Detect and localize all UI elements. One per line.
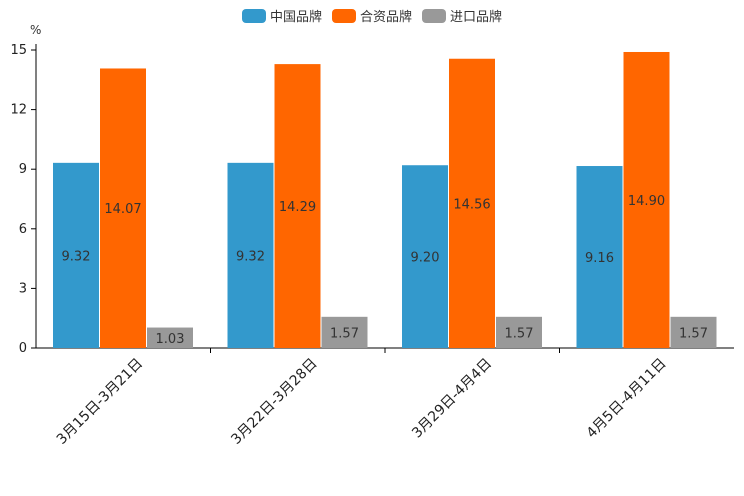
- bar: [100, 68, 146, 348]
- bar: [496, 316, 542, 348]
- y-axis-unit-label: %: [30, 23, 41, 37]
- data-label: 14.90: [628, 194, 665, 209]
- legend-item-china-brand[interactable]: 中国品牌: [241, 6, 322, 25]
- bar: [227, 162, 274, 348]
- data-label: 14.29: [279, 200, 316, 215]
- data-label: 1.03: [156, 332, 185, 347]
- data-label: 1.57: [505, 326, 534, 341]
- bar: [147, 327, 193, 348]
- y-tick-label: 0: [19, 341, 27, 356]
- data-labels: 9.32 14.07 1.03 9.32 14.29 1.57 9.20 14.56 1.57 9…: [62, 194, 708, 347]
- y-tick-label: 3: [19, 281, 27, 296]
- x-tick-label: 3月29日-4月4日: [409, 356, 495, 442]
- bar: [321, 316, 368, 348]
- data-label: 9.20: [411, 251, 440, 266]
- bar: [576, 166, 623, 348]
- x-tick-label: 3月15日-3月21日: [54, 356, 146, 448]
- legend-label: 合资品牌: [359, 10, 412, 25]
- data-label: 9.32: [62, 249, 91, 264]
- legend-item-joint-venture-brand[interactable]: 合资品牌: [331, 6, 412, 25]
- legend-swatch: [331, 8, 356, 23]
- data-label: 1.57: [330, 326, 359, 341]
- legend-label: 中国品牌: [269, 10, 322, 25]
- legend-swatch: [241, 8, 266, 23]
- data-label: 1.57: [679, 326, 708, 341]
- bar: [670, 316, 717, 348]
- bar: [274, 64, 321, 348]
- y-tick-label: 12: [10, 103, 27, 118]
- x-tick-label: 3月22日-3月28日: [228, 356, 320, 448]
- bar: [402, 165, 448, 348]
- legend-item-import-brand[interactable]: 进口品牌: [422, 6, 502, 25]
- bar: [53, 162, 99, 348]
- legend-swatch: [422, 8, 446, 23]
- data-label: 14.56: [453, 197, 490, 212]
- x-tick-label: 4月5日-4月11日: [584, 356, 670, 442]
- data-label: 9.32: [236, 249, 265, 264]
- legend: 中国品牌 合资品牌 进口品牌: [0, 6, 744, 25]
- data-label: 14.07: [104, 202, 141, 217]
- y-tick-label: 6: [19, 222, 27, 237]
- legend-label: 进口品牌: [450, 10, 503, 25]
- bars: [53, 51, 717, 349]
- y-tick-label: 15: [10, 43, 27, 58]
- bar: [449, 58, 495, 348]
- bar: [623, 51, 670, 349]
- data-label: 9.16: [585, 251, 614, 266]
- y-tick-label: 9: [19, 162, 27, 177]
